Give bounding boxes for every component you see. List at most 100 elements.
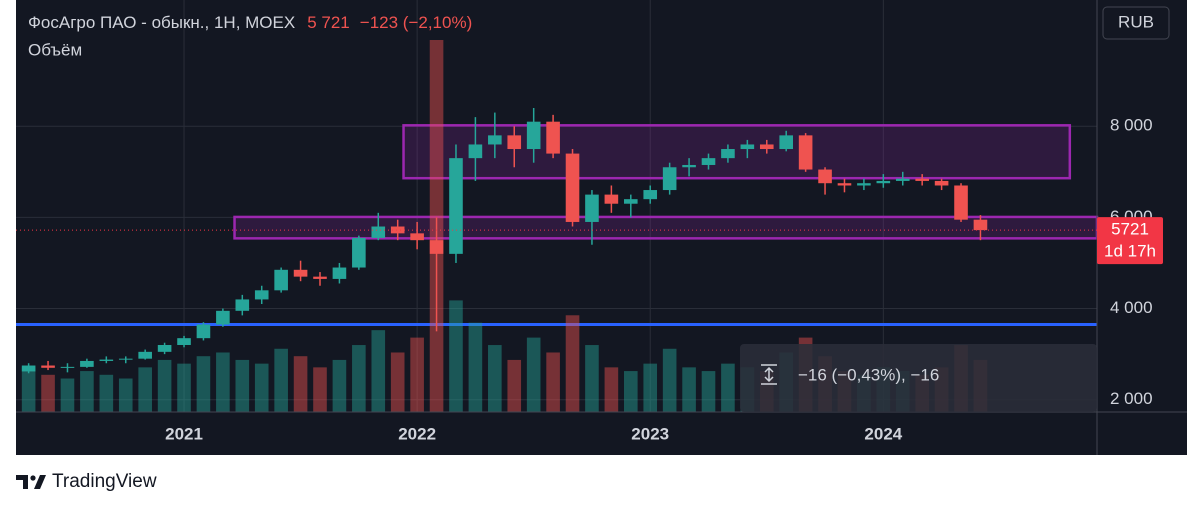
measure-text: −16 (−0,43%), −16 <box>798 365 939 384</box>
header-change: −123 (−2,10%) <box>360 13 472 32</box>
volume-bar <box>701 371 716 412</box>
volume-bar <box>196 356 211 412</box>
candle-body <box>759 144 774 150</box>
candle-body <box>876 180 891 184</box>
candle-body <box>895 178 910 181</box>
volume-bar <box>585 345 599 412</box>
candle-body <box>837 183 852 186</box>
candle-body <box>41 365 55 368</box>
volume-bar <box>157 359 172 412</box>
candle-body <box>662 167 677 191</box>
currency-label: RUB <box>1118 12 1154 31</box>
candle-body <box>118 358 133 360</box>
volume-bar <box>371 330 386 412</box>
candle-body <box>80 360 94 367</box>
countdown-label: 1d 17h <box>1104 242 1156 261</box>
volume-bar <box>507 359 522 412</box>
brand-name: TradingView <box>52 471 157 492</box>
y-tick-label: 4 000 <box>1110 298 1153 317</box>
candle-body <box>954 185 968 220</box>
candle-body <box>682 164 696 168</box>
volume-bar <box>410 337 424 412</box>
volume-bar <box>352 345 366 412</box>
candle-body <box>468 144 483 159</box>
candle-body <box>526 121 541 150</box>
currency-button[interactable] <box>1102 6 1170 40</box>
candle-body <box>332 267 347 279</box>
candle-body <box>157 345 172 352</box>
volume-bar <box>624 371 638 412</box>
volume-bar <box>313 367 327 412</box>
candle-body <box>934 180 949 186</box>
header-price: 5 721 <box>307 13 350 32</box>
candle-body <box>254 290 269 300</box>
candle-body <box>429 240 444 254</box>
candle-body <box>604 194 619 204</box>
candle-body <box>973 219 988 231</box>
candle-body <box>740 144 755 150</box>
volume-bar <box>682 367 696 412</box>
price-tag-label: 5721 <box>1111 220 1149 239</box>
candle-body <box>60 366 75 368</box>
volume-bar <box>468 322 483 412</box>
volume-bar <box>21 367 36 412</box>
volume-bar <box>332 359 347 412</box>
candle-body <box>274 269 288 291</box>
candle-body <box>216 310 230 325</box>
candle-body <box>371 226 386 238</box>
volume-bar <box>254 363 269 412</box>
volume-bar <box>565 315 580 412</box>
x-tick-label: 2024 <box>864 424 902 443</box>
candle-body <box>643 190 658 200</box>
volume-bar <box>721 363 735 412</box>
candle-body <box>196 324 211 339</box>
brand-logo <box>16 475 46 489</box>
candle-body <box>352 237 366 268</box>
candle-body <box>624 199 638 204</box>
volume-bar <box>643 363 658 412</box>
price-tag <box>1097 217 1163 265</box>
volume-bar <box>177 363 191 412</box>
candle-body <box>915 178 929 181</box>
volume-bar <box>449 300 463 412</box>
candle-body <box>99 359 114 361</box>
volume-bar <box>488 345 502 412</box>
candle-body <box>390 226 405 234</box>
volume-bar <box>118 378 133 412</box>
candle-body <box>585 194 599 222</box>
x-tick-label: 2021 <box>165 424 203 443</box>
volume-bar <box>526 337 541 412</box>
candle-body <box>410 233 424 241</box>
candle-body <box>818 169 832 184</box>
measure-icon <box>761 364 777 385</box>
volume-bar <box>80 371 94 412</box>
volume-bar <box>293 356 308 412</box>
logo-shape <box>16 475 46 489</box>
measure-tooltip: −16 (−0,43%), −16 <box>740 344 1097 412</box>
candle-body <box>721 149 735 159</box>
volume-bar <box>99 374 114 412</box>
candle-body <box>857 183 871 186</box>
candle-body <box>779 135 793 150</box>
volume-bar <box>274 348 288 412</box>
candle-body <box>798 135 813 170</box>
logo-dot <box>30 475 36 481</box>
volume-bar <box>662 348 677 412</box>
volume-bar <box>138 367 152 412</box>
volume-bar <box>216 352 230 412</box>
volume-label: Объём <box>28 40 82 59</box>
x-tick-label: 2022 <box>398 424 436 443</box>
volume-bar <box>60 378 75 412</box>
volume-bar <box>390 352 405 412</box>
candle-body <box>449 158 463 254</box>
volume-bar <box>41 374 55 412</box>
candle-body <box>546 121 560 154</box>
zone <box>233 215 1099 240</box>
tooltip-box <box>740 344 1097 412</box>
symbol-title: ФосАгро ПАО - обыкн., 1Н, MOEX <box>28 13 295 32</box>
candle-body <box>21 365 36 372</box>
candle-body <box>565 153 580 222</box>
header: ФосАгро ПАО - обыкн., 1Н, MOEX 5 721 −123 … <box>28 13 472 32</box>
zone <box>402 124 1072 180</box>
